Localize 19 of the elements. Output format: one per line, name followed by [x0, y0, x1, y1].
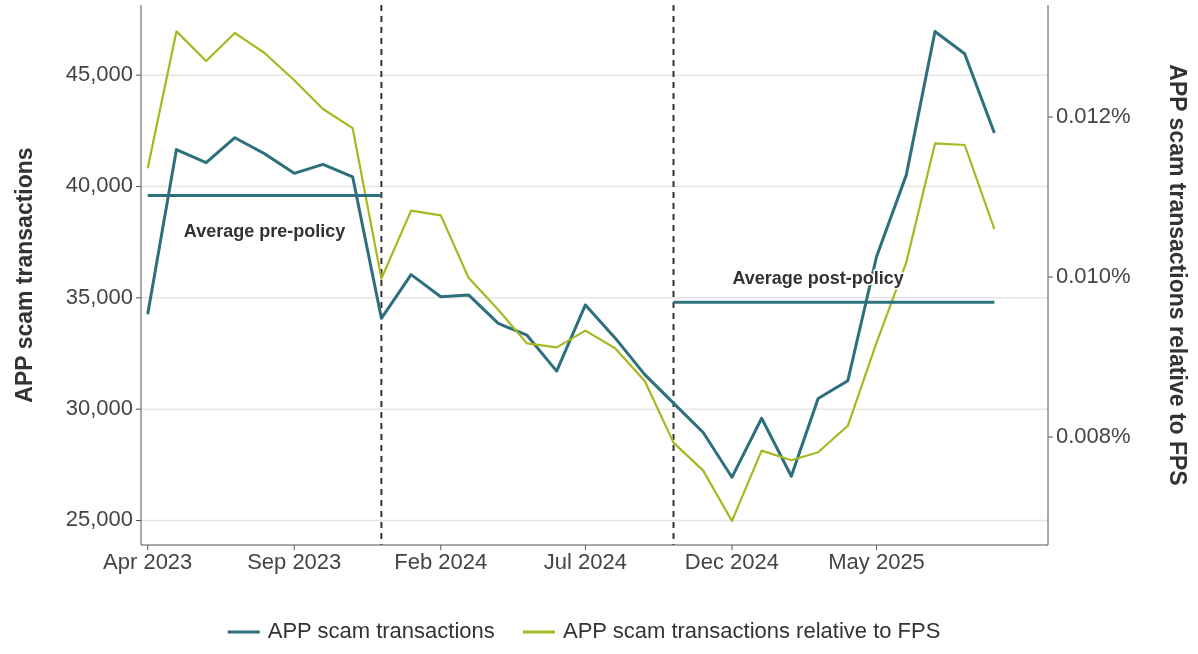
- x-tick-label: May 2025: [828, 549, 925, 574]
- annotation: Average pre-policy: [183, 221, 346, 242]
- y2-axis-title: APP scam transactions relative to FPS: [1165, 64, 1191, 486]
- y-tick-label: 30,000: [65, 394, 133, 420]
- y2-tick-label: 0.012%: [1056, 102, 1131, 128]
- y2-tick-label: 0.008%: [1056, 422, 1131, 448]
- x-tick-label: Apr 2023: [103, 549, 193, 574]
- y-axis-title: APP scam transactions: [11, 147, 37, 403]
- y2-tick-label: 0.010%: [1056, 262, 1131, 288]
- y-tick-label: 40,000: [65, 172, 133, 198]
- y-tick-label: 35,000: [65, 283, 133, 309]
- legend-label: APP scam transactions: [267, 617, 495, 643]
- x-tick-label: Dec 2024: [684, 549, 780, 574]
- legend-label: APP scam transactions relative to FPS: [562, 617, 941, 643]
- y-tick-label: 25,000: [65, 506, 133, 532]
- x-tick-label: Feb 2024: [394, 549, 488, 574]
- x-tick-label: Jul 2024: [543, 549, 627, 574]
- x-tick-label: Sep 2023: [247, 549, 342, 574]
- y-tick-label: 45,000: [65, 60, 133, 86]
